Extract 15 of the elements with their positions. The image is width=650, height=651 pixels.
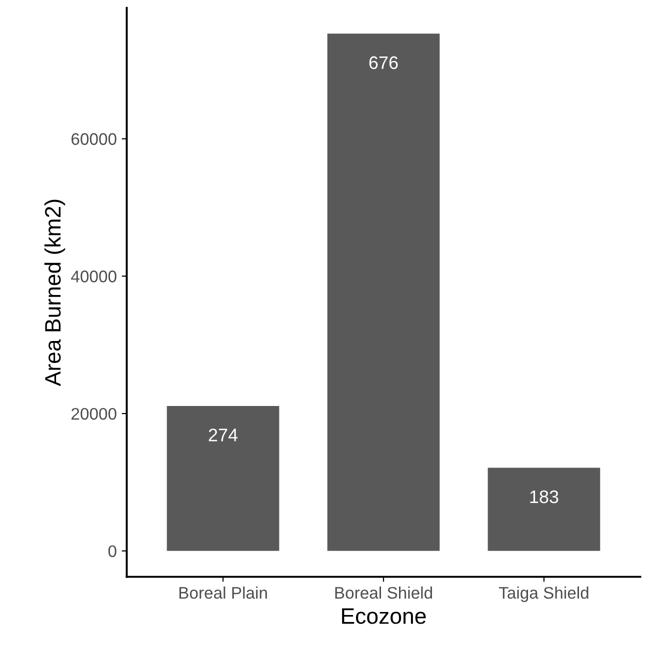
bar [488,468,600,551]
y-tick-label: 0 [108,545,116,558]
x-axis-title: Ecozone [342,608,426,624]
annotation: 183 [530,490,558,504]
annotation: 274 [208,428,238,442]
y-tick-label: 40000 [71,270,116,282]
y-axis-title: Area Burned (km2) [44,200,66,386]
x-tick-label: Boreal Plain [179,586,267,599]
bar [166,406,280,551]
annotation: 676 [369,56,398,70]
bar [327,34,440,551]
x-tick-label: Boreal Shield [335,586,432,599]
x-tick-label: Taiga Shield [498,586,588,602]
y-tick-label: 20000 [72,408,116,420]
y-tick-label: 60000 [72,133,116,145]
